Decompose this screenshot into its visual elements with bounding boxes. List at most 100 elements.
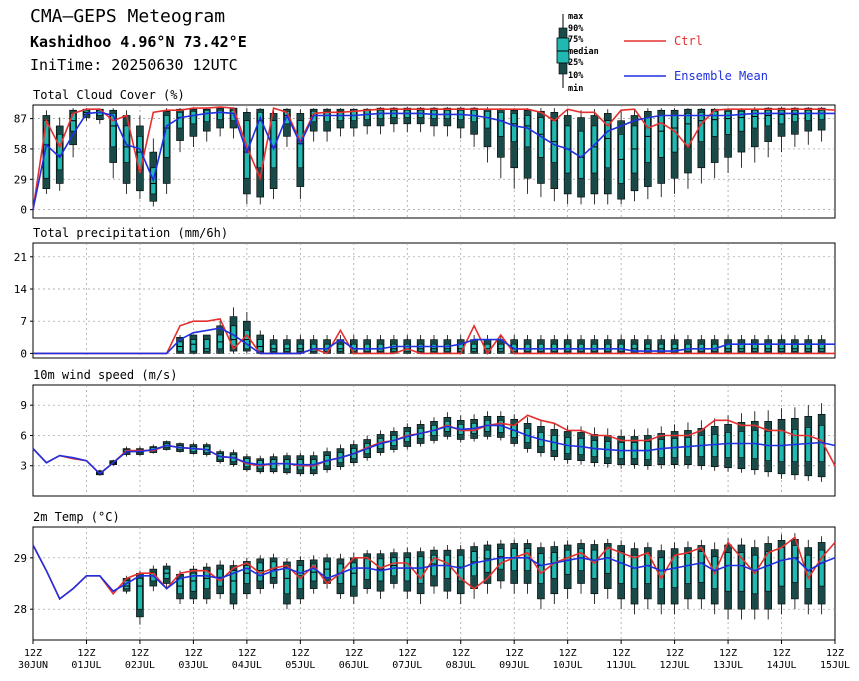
box-plot [603,335,612,354]
y-tick-label: 6 [20,429,27,442]
box-plot [764,536,772,620]
box-plot [764,107,772,158]
box-plot [363,550,371,594]
box-25-75 [56,133,63,171]
box-plot [162,562,171,589]
y-tick-label: 0 [20,204,27,217]
ensemble-mean-line [32,544,836,601]
x-tick-label-date: 01JUL [71,660,101,671]
box-plot [537,335,545,354]
box-25-75 [671,554,678,588]
ensemble-mean-line [32,424,836,475]
box-plot [537,108,545,198]
box-25-75 [391,343,397,352]
box-25-75 [725,552,731,592]
panel-2: Total precipitation (mm/6h) 0 7 14 21 [14,226,836,360]
box-plot [403,107,412,133]
box-plot [523,335,532,354]
box-plot [537,542,545,610]
box-25-75 [284,343,290,352]
box-plot [202,562,211,605]
y-tick-label: 21 [14,251,27,264]
x-tick-label-hour: 12Z [398,648,416,659]
box-25-75 [725,432,731,458]
box-25-75 [377,343,384,352]
box-plot [684,422,692,469]
box-25-75 [190,110,197,125]
box-plot [243,108,251,205]
legend-box-label: 25% [568,58,584,68]
x-tick-label-date: 30JUN [18,660,48,671]
box-plot [684,108,692,189]
box-plot [764,410,772,477]
box-25-75 [377,109,384,119]
box-25-75 [484,110,491,129]
box-plot [497,108,505,179]
box-plot [737,108,746,168]
box-plot [497,335,505,354]
box-plot [403,547,412,599]
box-plot [590,335,599,354]
box-plot [710,335,719,354]
box-plot [470,542,478,599]
panel-title: Total precipitation (mm/6h) [33,226,228,240]
box-25-75 [564,549,571,575]
box-25-75 [417,556,424,584]
box-25-75 [538,553,544,584]
x-tick-label-hour: 12Z [826,648,844,659]
box-25-75 [417,343,424,352]
box-plot [309,335,318,354]
box-plot [443,335,452,354]
panel-1: Total Cloud Cover (%) 0 29 58 87 [14,88,836,219]
box-25-75 [524,343,531,352]
panel-title: 10m wind speed (m/s) [33,368,178,382]
box-plot [577,335,585,354]
legend-box-label: max [568,12,583,22]
box-25-75 [738,110,745,132]
box-plot [403,335,412,354]
box-plot [590,539,599,605]
y-tick-label: 14 [14,283,28,296]
box-plot [416,547,425,605]
box-25-75 [751,109,758,129]
box-25-75 [685,553,691,584]
y-tick-label: 0 [20,347,27,360]
box-25-75 [391,557,397,577]
box-plot [336,335,345,354]
box-25-75 [284,566,290,595]
box-25-75 [604,120,611,169]
box-25-75 [230,570,237,595]
box-plot [430,107,438,137]
box-25-75 [792,343,798,352]
chart-title: CMA—GEPS Meteogram [30,6,226,27]
box-25-75 [551,343,558,352]
box-plot [390,107,398,133]
box-25-75 [658,115,665,158]
box-plot [657,108,666,198]
box-plot [456,107,465,139]
box-plot [309,555,318,594]
box-plot [363,108,371,135]
box-plot [376,550,385,599]
box-plot [162,108,171,194]
box-25-75 [137,578,143,610]
box-25-75 [805,109,812,121]
box-plot [603,428,612,468]
box-plot [737,538,746,620]
box-plot [697,108,706,184]
x-tick-label-date: 05JUL [285,660,315,671]
x-tick-label-date: 13JUL [713,660,743,671]
box-25-75 [792,429,798,462]
box-25-75 [203,109,210,123]
box-25-75 [524,115,531,148]
x-tick-label-hour: 12Z [666,648,684,659]
box-plot [176,108,184,153]
box-25-75 [645,343,651,352]
x-tick-label-hour: 12Z [505,648,523,659]
box-plot [697,539,706,610]
box-plot [657,426,666,469]
x-tick-label-hour: 12Z [559,648,577,659]
x-tick-label-date: 14JUL [766,660,796,671]
box-plot [202,334,211,354]
box-plot [296,109,305,200]
